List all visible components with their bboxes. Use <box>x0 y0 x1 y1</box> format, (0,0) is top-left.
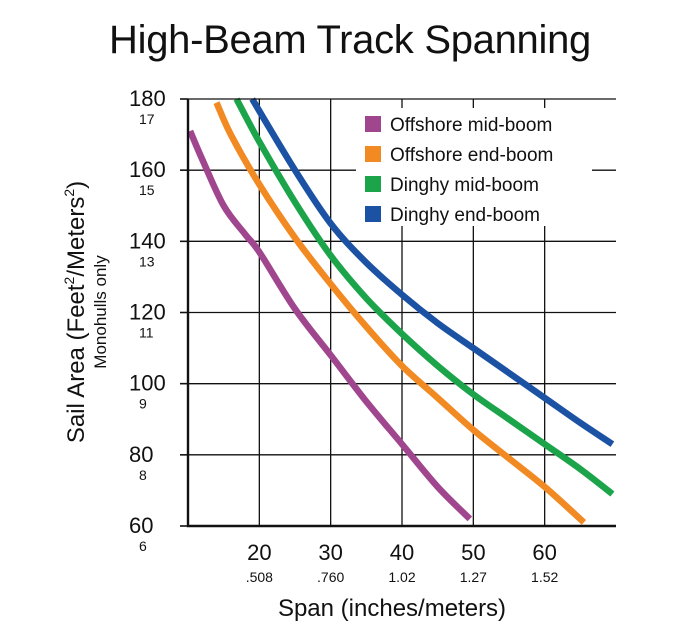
series-line-4 <box>249 97 615 447</box>
y-axis-sublabel-group: Monohulls only <box>91 255 110 369</box>
y-tick-sublabel: 6 <box>139 538 147 554</box>
y-tick-label: 140 <box>129 228 166 253</box>
y-axis-sublabel: Monohulls only <box>91 255 110 369</box>
y-tick-sublabel: 8 <box>139 467 147 483</box>
x-tick-sublabel: 1.27 <box>460 569 487 585</box>
x-axis-label: Span (inches/meters) <box>278 595 506 622</box>
x-tick-label: 30 <box>318 540 342 565</box>
y-tick-label: 180 <box>129 86 166 111</box>
y-tick-sublabel: 11 <box>139 325 154 341</box>
legend-label-2: Offshore end-boom <box>390 145 553 166</box>
legend-label-3: Dinghy mid-boom <box>390 175 539 196</box>
y-tick-sublabel: 15 <box>139 182 155 198</box>
y-tick-sublabel: 17 <box>139 111 155 127</box>
series-line-1 <box>187 129 473 522</box>
y-tick-label: 100 <box>129 371 166 396</box>
x-tick-label: 50 <box>461 540 485 565</box>
x-tick-sublabel: .760 <box>317 569 344 585</box>
y-tick-sublabel: 9 <box>139 396 147 412</box>
y-axis-label-part: Sail Area (Feet <box>63 284 90 443</box>
y-tick-label: 60 <box>129 513 153 538</box>
y-axis-label-superscript: 2 <box>61 189 77 197</box>
y-tick-label: 120 <box>129 300 166 325</box>
series-line-2 <box>213 101 587 525</box>
series-layer <box>187 97 615 525</box>
y-tick-label: 80 <box>129 442 153 467</box>
x-tick-sublabel: 1.02 <box>388 569 415 585</box>
x-tick-label: 40 <box>390 540 414 565</box>
y-tick-label: 160 <box>129 157 166 182</box>
legend: Offshore mid-boom Offshore end-boom Dinghy… <box>356 108 592 226</box>
legend-background <box>356 108 592 226</box>
x-tick-sublabel: .508 <box>246 569 273 585</box>
legend-swatch-1 <box>365 116 381 132</box>
y-axis-label-part: ) <box>63 181 90 189</box>
legend-swatch-4 <box>365 206 381 222</box>
legend-label-1: Offshore mid-boom <box>390 115 552 136</box>
chart-title: High-Beam Track Spanning <box>109 18 591 62</box>
y-axis-label-part: /Meters <box>63 197 90 277</box>
y-tick-sublabel: 13 <box>139 253 155 269</box>
series-line-3 <box>233 97 615 497</box>
legend-swatch-2 <box>365 146 381 162</box>
x-tick-label: 20 <box>247 540 271 565</box>
y-axis-label-superscript: 2 <box>61 276 77 284</box>
x-tick-sublabel: 1.52 <box>531 569 558 585</box>
y-axis-label: Sail Area (Feet2/Meters2) <box>61 181 90 443</box>
legend-label-4: Dinghy end-boom <box>390 205 540 226</box>
y-axis-label-group: Sail Area (Feet2/Meters2) <box>61 181 90 443</box>
x-tick-label: 60 <box>532 540 556 565</box>
legend-swatch-3 <box>365 176 381 192</box>
